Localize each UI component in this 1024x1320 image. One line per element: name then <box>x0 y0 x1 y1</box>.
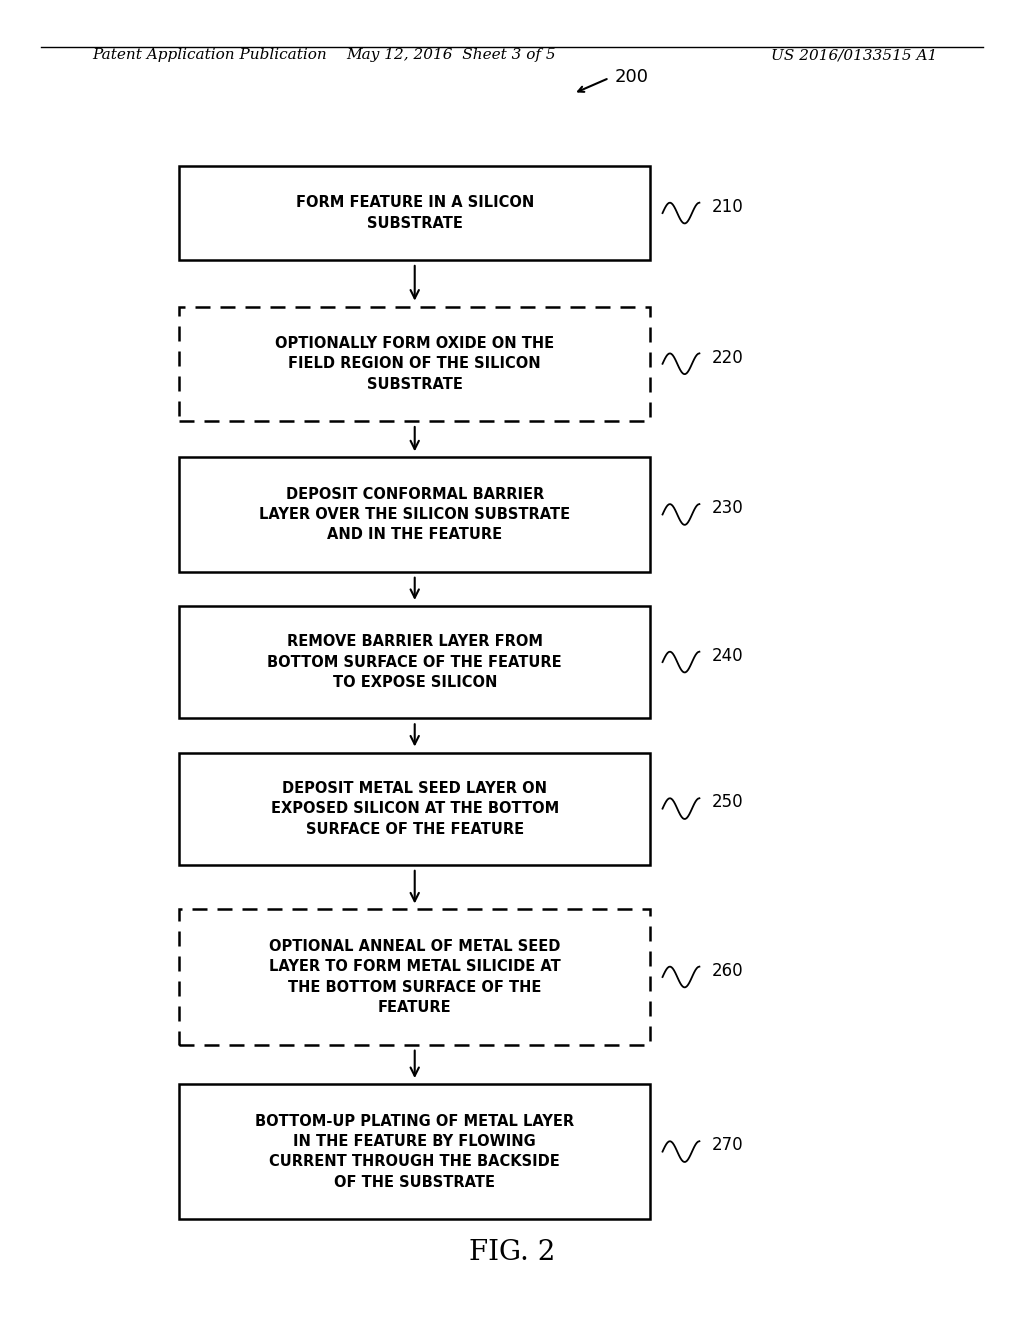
Text: 220: 220 <box>712 348 743 367</box>
Text: 250: 250 <box>712 793 743 812</box>
Text: Patent Application Publication: Patent Application Publication <box>92 49 327 62</box>
Text: 260: 260 <box>712 962 743 979</box>
Text: 230: 230 <box>712 499 743 517</box>
Bar <box>179 1084 650 1220</box>
Text: 210: 210 <box>712 198 743 216</box>
Text: 270: 270 <box>712 1137 743 1155</box>
Text: 200: 200 <box>614 67 648 86</box>
Text: US 2016/0133515 A1: US 2016/0133515 A1 <box>771 49 937 62</box>
Text: OPTIONALLY FORM OXIDE ON THE
FIELD REGION OF THE SILICON
SUBSTRATE: OPTIONALLY FORM OXIDE ON THE FIELD REGIO… <box>275 335 554 392</box>
Text: DEPOSIT CONFORMAL BARRIER
LAYER OVER THE SILICON SUBSTRATE
AND IN THE FEATURE: DEPOSIT CONFORMAL BARRIER LAYER OVER THE… <box>259 487 570 543</box>
Text: FIG. 2: FIG. 2 <box>469 1239 555 1266</box>
Bar <box>179 606 650 718</box>
Text: BOTTOM-UP PLATING OF METAL LAYER
IN THE FEATURE BY FLOWING
CURRENT THROUGH THE B: BOTTOM-UP PLATING OF METAL LAYER IN THE … <box>255 1114 574 1189</box>
Text: OPTIONAL ANNEAL OF METAL SEED
LAYER TO FORM METAL SILICIDE AT
THE BOTTOM SURFACE: OPTIONAL ANNEAL OF METAL SEED LAYER TO F… <box>269 939 560 1015</box>
Text: REMOVE BARRIER LAYER FROM
BOTTOM SURFACE OF THE FEATURE
TO EXPOSE SILICON: REMOVE BARRIER LAYER FROM BOTTOM SURFACE… <box>267 634 562 690</box>
Text: 240: 240 <box>712 647 743 665</box>
Bar <box>179 306 650 421</box>
Bar <box>179 457 650 572</box>
Text: FORM FEATURE IN A SILICON
SUBSTRATE: FORM FEATURE IN A SILICON SUBSTRATE <box>296 195 534 231</box>
Bar <box>179 752 650 865</box>
Bar <box>179 909 650 1044</box>
Text: May 12, 2016  Sheet 3 of 5: May 12, 2016 Sheet 3 of 5 <box>346 49 555 62</box>
Bar <box>179 166 650 260</box>
Text: DEPOSIT METAL SEED LAYER ON
EXPOSED SILICON AT THE BOTTOM
SURFACE OF THE FEATURE: DEPOSIT METAL SEED LAYER ON EXPOSED SILI… <box>270 780 559 837</box>
